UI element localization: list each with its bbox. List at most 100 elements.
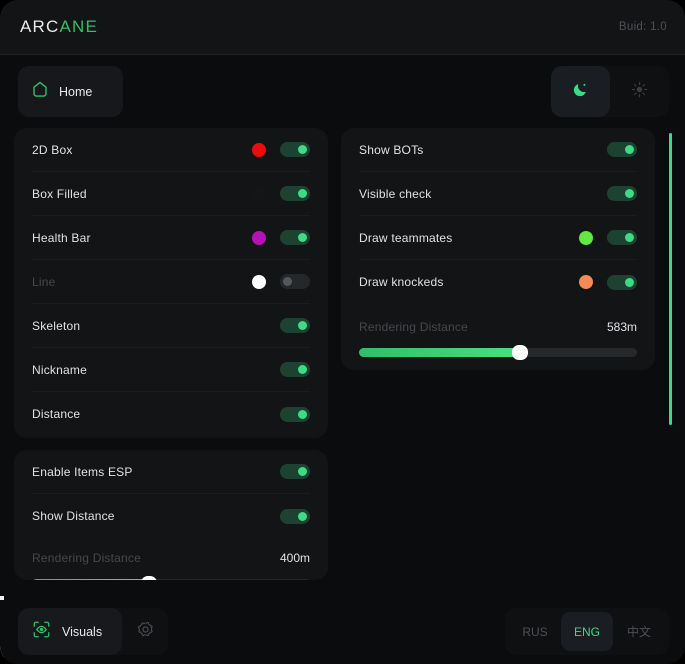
nav-bar: Home bbox=[0, 55, 685, 128]
extras-esp-rows: Show BOTs Visible check Draw teammates Draw… bbox=[341, 128, 655, 304]
settings-row: Line bbox=[32, 260, 310, 304]
color-swatch[interactable] bbox=[579, 230, 593, 245]
settings-row: Show Distance bbox=[32, 494, 310, 538]
settings-row: Skeleton bbox=[32, 304, 310, 348]
panel-items-esp: Enable Items ESP Show Distance Rendering … bbox=[14, 450, 328, 580]
extras-rendering-distance-slider[interactable]: Rendering Distance 583m bbox=[359, 304, 637, 360]
toggle-knob bbox=[298, 189, 307, 198]
toggle-switch[interactable] bbox=[280, 508, 310, 524]
vertical-scrollbar[interactable] bbox=[669, 133, 672, 425]
toggle-switch[interactable] bbox=[280, 318, 310, 333]
theme-switcher bbox=[551, 66, 669, 117]
settings-row-label: 2D Box bbox=[32, 142, 73, 157]
settings-row: Nickname bbox=[32, 348, 310, 392]
bottom-left-group: Visuals bbox=[18, 608, 169, 655]
toggle-switch[interactable] bbox=[607, 142, 637, 157]
language-option-中文[interactable]: 中文 bbox=[626, 625, 651, 639]
items-slider-thumb[interactable] bbox=[140, 576, 157, 580]
theme-light-button[interactable] bbox=[610, 66, 669, 117]
player-esp-rows: 2D Box Box Filled Health Bar Line Skeleton Ni… bbox=[14, 128, 328, 436]
tab-home-label: Home bbox=[59, 84, 93, 99]
items-slider-fill bbox=[32, 579, 149, 580]
settings-row: Draw knockeds bbox=[359, 260, 637, 304]
settings-row-label: Distance bbox=[32, 407, 81, 421]
items-esp-rows: Enable Items ESP Show Distance bbox=[14, 450, 328, 538]
toggle-knob bbox=[298, 511, 307, 521]
moon-icon bbox=[572, 81, 589, 103]
settings-row: Distance bbox=[32, 392, 310, 436]
toggle-switch[interactable] bbox=[280, 142, 310, 157]
title-bar: ARCANE Buid: 1.0 bbox=[0, 0, 685, 55]
toggle-knob bbox=[298, 233, 307, 242]
toggle-switch[interactable] bbox=[280, 362, 310, 377]
color-swatch[interactable] bbox=[252, 230, 266, 245]
toggle-knob bbox=[625, 233, 634, 242]
items-rendering-distance-slider[interactable]: Rendering Distance 400m bbox=[32, 538, 310, 580]
toggle-switch[interactable] bbox=[280, 464, 310, 479]
toggle-switch[interactable] bbox=[280, 274, 310, 289]
settings-row-label: Skeleton bbox=[32, 318, 81, 333]
toggle-switch[interactable] bbox=[607, 230, 637, 245]
app-logo: ARCANE bbox=[20, 17, 98, 37]
extras-slider-track[interactable] bbox=[359, 345, 637, 360]
items-slider-value: 400m bbox=[279, 551, 310, 565]
toggle-knob bbox=[625, 145, 634, 154]
settings-row-label: Box Filled bbox=[32, 186, 87, 201]
toggle-switch[interactable] bbox=[280, 406, 310, 422]
color-swatch[interactable] bbox=[252, 274, 266, 289]
bottom-bar: Visuals RUS ENG 中文 bbox=[0, 600, 685, 664]
settings-row-label: Nickname bbox=[32, 362, 87, 377]
settings-row-label: Show BOTs bbox=[359, 142, 424, 157]
settings-row: Show BOTs bbox=[359, 128, 637, 172]
panel-extras-esp: Show BOTs Visible check Draw teammates Draw… bbox=[341, 128, 655, 370]
toggle-switch[interactable] bbox=[607, 186, 637, 201]
color-swatch[interactable] bbox=[252, 142, 266, 157]
settings-row-label: Health Bar bbox=[32, 230, 91, 245]
toggle-knob bbox=[283, 277, 292, 286]
extras-slider-thumb[interactable] bbox=[512, 345, 529, 360]
language-option-eng[interactable]: ENG bbox=[561, 612, 613, 651]
settings-row: Health Bar bbox=[32, 216, 310, 260]
items-slider-track[interactable] bbox=[32, 576, 310, 580]
toggle-switch[interactable] bbox=[280, 230, 310, 245]
build-version: Buid: 1.0 bbox=[618, 21, 667, 33]
toggle-knob bbox=[625, 277, 634, 287]
settings-row-label: Show Distance bbox=[32, 509, 115, 523]
settings-row-label: Enable Items ESP bbox=[32, 464, 133, 479]
toggle-knob bbox=[298, 145, 307, 154]
tab-home[interactable]: Home bbox=[18, 66, 123, 117]
home-pentagon-icon bbox=[32, 81, 48, 103]
items-slider-label: Rendering Distance bbox=[32, 551, 141, 565]
toggle-knob bbox=[298, 321, 307, 330]
extras-slider-value: 583m bbox=[606, 320, 637, 334]
visuals-button[interactable]: Visuals bbox=[18, 608, 123, 655]
settings-button[interactable] bbox=[122, 608, 168, 655]
eye-scan-icon bbox=[32, 620, 51, 644]
language-option-rus[interactable]: RUS bbox=[522, 624, 548, 639]
theme-dark-button[interactable] bbox=[551, 66, 610, 117]
toggle-knob bbox=[298, 409, 307, 419]
color-swatch[interactable] bbox=[252, 186, 266, 201]
settings-row: Draw teammates bbox=[359, 216, 637, 260]
extras-slider-label: Rendering Distance bbox=[359, 320, 468, 334]
language-switcher: RUS ENG 中文 bbox=[505, 608, 669, 655]
toggle-knob bbox=[625, 189, 634, 198]
visuals-label: Visuals bbox=[62, 624, 103, 639]
settings-row-label: Visible check bbox=[359, 186, 432, 201]
settings-row-label: Line bbox=[32, 274, 56, 289]
settings-row: Visible check bbox=[359, 172, 637, 216]
settings-row: Box Filled bbox=[32, 172, 310, 216]
panel-player-esp: 2D Box Box Filled Health Bar Line Skeleton Ni… bbox=[14, 128, 328, 438]
toggle-switch[interactable] bbox=[607, 274, 637, 290]
brand-prefix: ARC bbox=[20, 17, 60, 36]
toggle-switch[interactable] bbox=[280, 186, 310, 201]
color-swatch[interactable] bbox=[579, 275, 593, 289]
settings-row-label: Draw knockeds bbox=[359, 275, 444, 289]
extras-slider-fill bbox=[359, 348, 521, 357]
brand-suffix: ANE bbox=[59, 17, 99, 36]
gear-icon bbox=[137, 621, 154, 643]
settings-row-label: Draw teammates bbox=[359, 230, 453, 245]
settings-row: Enable Items ESP bbox=[32, 450, 310, 494]
sun-icon bbox=[631, 81, 648, 103]
